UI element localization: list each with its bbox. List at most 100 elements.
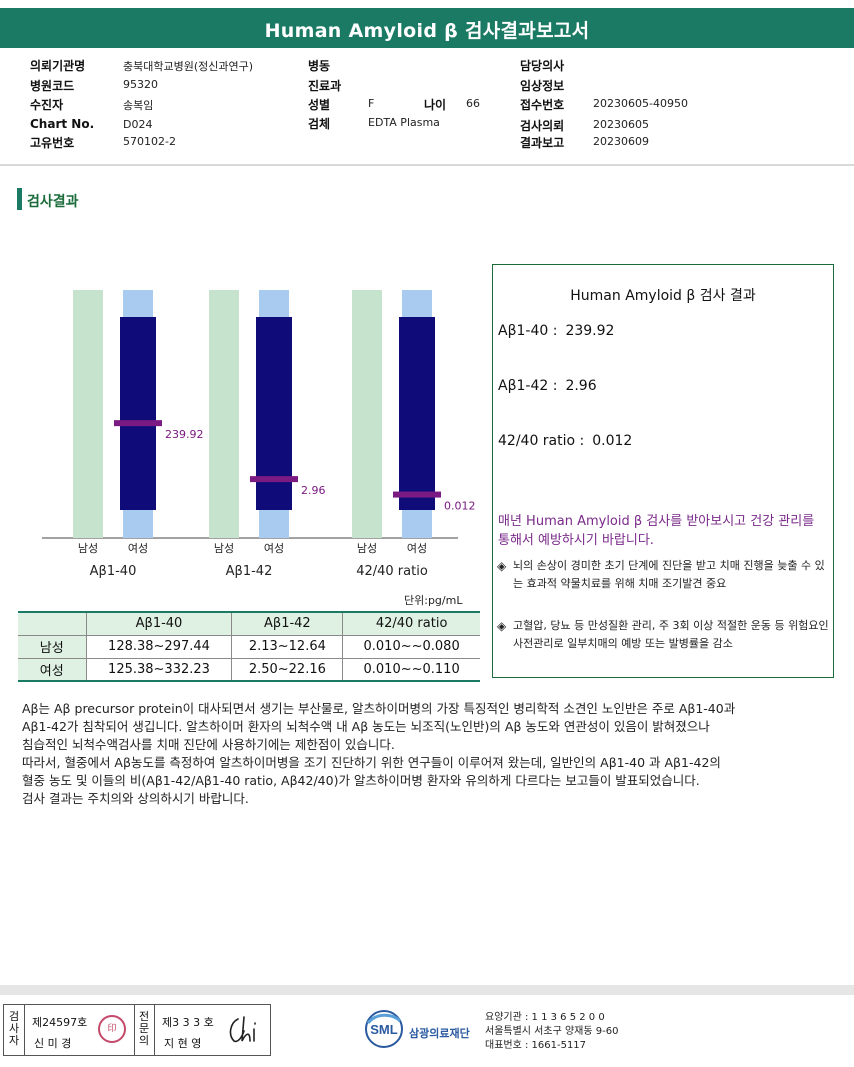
info-label-unique-id: 고유번호 [30, 136, 75, 150]
info-value-age: 66 [466, 97, 480, 110]
male-tick-label: 남성 [214, 542, 234, 555]
doctor-name: 지 현 영 [164, 1037, 202, 1050]
info-value-specimen: EDTA Plasma [368, 116, 440, 129]
group-label: Aβ1-40 [90, 564, 137, 579]
result-box-title: Human Amyloid β 검사 결과 [570, 288, 756, 304]
info-label-requesting-institution: 의뢰기관명 [30, 59, 86, 73]
info-value-report-date: 20230609 [593, 135, 649, 148]
result-line-ab42: Aβ1-42 : 2.96 [498, 378, 597, 394]
signature-divider [154, 1005, 155, 1055]
marker-value-label: 2.96 [301, 484, 326, 497]
table-row: 여성 125.38~332.23 2.50~22.16 0.010~~0.110 [18, 658, 480, 682]
info-value-receipt-no: 20230605-40950 [593, 97, 688, 110]
table-header-cell: Aβ1-40 [86, 611, 233, 636]
table-cell: 2.13~12.64 [231, 635, 344, 659]
table-row-header: 남성 [18, 635, 87, 659]
result-line-ratio: 42/40 ratio : 0.012 [498, 433, 632, 449]
info-value-request-date: 20230605 [593, 118, 649, 131]
description-line: 혈중 농도 및 이들의 비(Aβ1-42/Aβ1-40 ratio, Aβ42/… [22, 773, 700, 788]
result-label: Aβ1-40 : [498, 323, 558, 339]
description-line: 침습적인 뇌척수액검사를 치매 진단에 사용하기에는 제한점이 있습니다. [22, 737, 395, 752]
description-text: Aβ는 Aβ precursor protein이 대사되면서 생기는 부산물로… [22, 700, 832, 808]
group-label: Aβ1-42 [226, 564, 273, 579]
lab-info: 요양기관 : 1 1 3 6 5 2 0 0 서울특별시 서초구 양재동 9-6… [485, 1011, 618, 1053]
doctor-label: 전문의 [138, 1010, 150, 1047]
result-value: 0.012 [592, 433, 633, 449]
patient-value-marker [250, 476, 298, 483]
description-line: 따라서, 혈중에서 Aβ농도를 측정하여 알츠하이머병을 조기 진단하기 위한 … [22, 755, 721, 770]
male-tick-label: 남성 [78, 542, 98, 555]
table-header-row: Aβ1-40 Aβ1-42 42/40 ratio [18, 611, 480, 636]
patient-info-panel: 의뢰기관명 충북대학교병원(정신과연구) 병원코드 95320 수진자 송복임 … [0, 52, 854, 166]
result-value: 239.92 [565, 323, 615, 339]
table-cell: 128.38~297.44 [86, 635, 233, 659]
info-value-unique-id: 570102-2 [123, 135, 176, 148]
unit-label: 단위:pg/mL [404, 594, 463, 607]
diamond-bullet-icon: ◈ [497, 559, 507, 573]
info-label-ward: 병동 [308, 59, 331, 73]
report-title: Human Amyloid β 검사결과보고서 [264, 20, 590, 42]
section-marker [17, 188, 22, 210]
diamond-bullet-icon: ◈ [497, 619, 507, 633]
info-label-patient: 수진자 [30, 98, 64, 112]
info-label-physician: 담당의사 [520, 59, 565, 73]
male-range-bar [73, 290, 103, 538]
bullet-text: 뇌의 손상이 경미한 초기 단계에 진단을 받고 치매 진행을 늦출 수 있는 … [513, 559, 825, 590]
info-value-sex: F [368, 97, 375, 110]
info-label-hospital-code: 병원코드 [30, 79, 75, 93]
info-label-receipt-no: 접수번호 [520, 98, 565, 112]
bullet-item: ◈ 뇌의 손상이 경미한 초기 단계에 진단을 받고 치매 진행을 늦출 수 있… [497, 557, 829, 593]
result-line-ab40: Aβ1-40 : 239.92 [498, 323, 614, 339]
table-cell: 2.50~22.16 [231, 658, 344, 682]
info-label-sex: 성별 [308, 98, 331, 112]
patient-range-bar [120, 317, 156, 510]
info-label-request-date: 검사의뢰 [520, 119, 565, 133]
signature-divider [24, 1005, 25, 1055]
reference-range-table: Aβ1-40 Aβ1-42 42/40 ratio 남성 128.38~297.… [18, 611, 480, 682]
footer-divider [0, 985, 854, 995]
table-cell: 0.010~~0.080 [342, 635, 480, 659]
info-label-report-date: 결과보고 [520, 136, 565, 150]
info-value-patient: 송복임 [123, 99, 154, 112]
sml-logo-text: SML [370, 1022, 398, 1037]
bullet-item: ◈ 고혈압, 당뇨 등 만성질환 관리, 주 3회 이상 적절한 운동 등 위험… [497, 617, 829, 653]
marker-value-label: 0.012 [444, 500, 476, 513]
organization-name: 삼광의료재단 [409, 1027, 470, 1040]
table-row: 남성 128.38~297.44 2.13~12.64 0.010~~0.080 [18, 635, 480, 659]
amyloid-chart: 239.92 남성 여성 Aβ1-40 2.96 남성 여성 Aβ1-42 0.012 남성 여성 4… [42, 290, 476, 579]
female-tick-label: 여성 [128, 542, 148, 555]
doctor-license: 제3 3 3 호 [162, 1016, 214, 1029]
result-label: Aβ1-42 : [498, 378, 558, 394]
section-title: 검사결과 [27, 194, 79, 210]
signature-box: 검사자 제24597호 신 미 경 印 전문의 제3 3 3 호 지 현 영 [3, 1004, 271, 1056]
result-label: 42/40 ratio : [498, 433, 585, 449]
patient-value-marker [393, 491, 441, 498]
info-label-chart-no: Chart No. [30, 117, 95, 131]
table-header-cell: Aβ1-42 [231, 611, 344, 636]
female-tick-label: 여성 [264, 542, 284, 555]
description-line: Aβ는 Aβ precursor protein이 대사되면서 생기는 부산물로… [22, 701, 736, 716]
lab-info-line: 요양기관 : 1 1 3 6 5 2 0 0 [485, 1012, 605, 1023]
table-header-cell [18, 611, 87, 636]
table-cell: 0.010~~0.110 [342, 658, 480, 682]
result-value: 2.96 [565, 378, 597, 394]
male-tick-label: 남성 [357, 542, 377, 555]
patient-value-marker [114, 420, 162, 427]
lab-info-line: 서울특별시 서초구 양재동 9-60 [485, 1026, 619, 1037]
info-label-age: 나이 [424, 98, 447, 112]
sml-logo-icon: SML [365, 1010, 403, 1048]
table-cell: 125.38~332.23 [86, 658, 233, 682]
examiner-label: 검사자 [8, 1010, 20, 1047]
result-summary-box: Human Amyloid β 검사 결과 Aβ1-40 : 239.92 Aβ1… [492, 264, 834, 678]
info-value-chart-no: D024 [123, 118, 153, 131]
report-title-bar: Human Amyloid β 검사결과보고서 [0, 8, 854, 48]
advice-text: 매년 Human Amyloid β 검사를 받아보시고 건강 관리를 통해서 … [498, 514, 815, 548]
female-tick-label: 여성 [407, 542, 427, 555]
examiner-name: 신 미 경 [34, 1037, 72, 1050]
info-value-requesting-institution: 충북대학교병원(정신과연구) [123, 60, 254, 73]
patient-range-bar [399, 317, 435, 510]
info-value-hospital-code: 95320 [123, 78, 158, 91]
bullet-text: 고혈압, 당뇨 등 만성질환 관리, 주 3회 이상 적절한 운동 등 위험요인… [513, 619, 829, 650]
signature-divider [134, 1005, 135, 1055]
table-row-header: 여성 [18, 658, 87, 682]
